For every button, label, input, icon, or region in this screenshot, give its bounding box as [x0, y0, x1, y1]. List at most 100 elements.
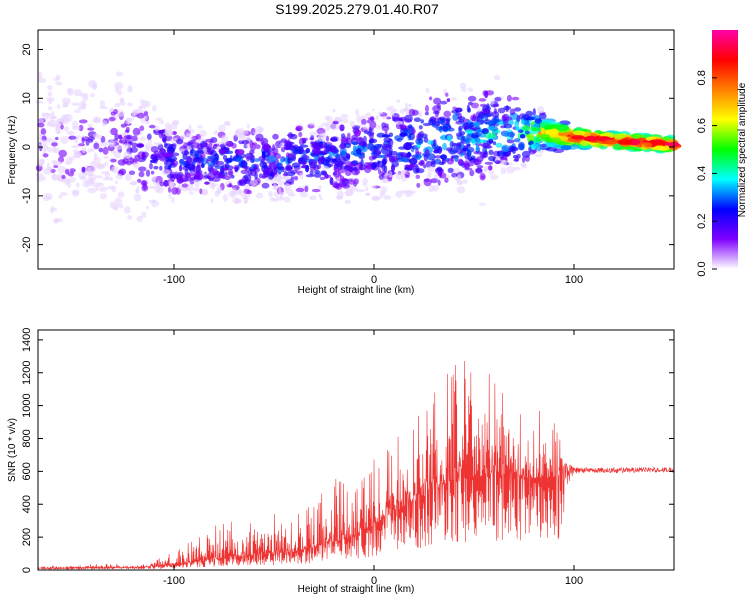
figure-title: S199.2025.279.01.40.R07 [275, 1, 439, 17]
spectrogram-cell [400, 124, 407, 131]
spectrogram-cell [498, 151, 504, 156]
spectrogram-cell [80, 176, 87, 181]
spectrogram-cell [90, 93, 95, 98]
y-tick-label: 0 [21, 144, 33, 150]
spectrogram-cell [261, 182, 270, 189]
spectrogram-cell [186, 133, 193, 139]
spectrogram-cell [384, 130, 388, 136]
spectrogram-cell [425, 160, 433, 168]
spectrogram-cell [163, 179, 169, 187]
spectrogram-cell [436, 103, 441, 109]
spectrogram-cell [439, 100, 448, 105]
spectrogram-cell [488, 149, 494, 155]
spectrogram-cell [406, 190, 416, 194]
spectrogram-cell [501, 144, 510, 153]
spectrogram-cell [472, 121, 481, 127]
spectrogram-cell [488, 120, 492, 127]
spectrogram-cell [337, 168, 346, 174]
spectrogram-cell [228, 171, 233, 175]
spectrogram-cell [139, 125, 145, 131]
snr-y-label: SNR (10 * v/v) [7, 418, 18, 482]
spectrogram-cell [404, 114, 413, 122]
spectrogram-cell [319, 132, 327, 137]
spectrogram-cell [60, 114, 68, 122]
spectrogram-cell [230, 191, 235, 199]
spectrogram-x-label: Height of straight line (km) [298, 285, 415, 296]
spectrogram-y-ticks: -20 -10 0 10 20 [21, 43, 674, 253]
spectrogram-cell [146, 206, 150, 210]
spectrogram-cell [414, 153, 422, 161]
spectrogram-cell [450, 156, 454, 162]
spectrogram-cell [131, 135, 138, 142]
spectrogram-cell [485, 121, 489, 125]
spectrogram-cell [37, 122, 45, 128]
spectrogram-cell [99, 193, 107, 200]
spectrogram-cell [295, 187, 305, 193]
spectrogram-cell [309, 195, 317, 201]
spectrogram-cell [356, 115, 362, 123]
spectrogram-cell [416, 182, 421, 188]
spectrogram-cell [220, 167, 229, 172]
colorbar-tick-label: 0.8 [696, 70, 708, 85]
spectrogram-cell [424, 111, 429, 116]
spectrogram-cell [136, 186, 140, 190]
spectrogram-cell [234, 166, 238, 173]
spectrogram-cell [369, 138, 375, 144]
spectrogram-cell [253, 131, 261, 135]
spectrogram-cell [249, 152, 253, 160]
spectrogram-cell [163, 161, 167, 166]
spectrogram-cell [381, 178, 390, 183]
spectrogram-frame [37, 29, 675, 270]
spectrogram-cell [613, 133, 627, 139]
spectrogram-cell [353, 129, 361, 137]
spectrogram-cell [267, 155, 277, 163]
spectrogram-cell [437, 171, 443, 176]
y-tick-label: 1400 [21, 328, 33, 352]
spectrogram-cell [50, 115, 57, 119]
spectrogram-cell [241, 140, 250, 145]
spectrogram-cell [238, 190, 244, 196]
spectrogram-cell [253, 163, 259, 170]
spectrogram-cell [137, 157, 146, 163]
spectrogram-cell [493, 118, 500, 127]
spectrogram-cell [144, 145, 150, 152]
y-tick-label: 20 [21, 43, 33, 55]
spectrogram-cell [354, 169, 359, 175]
spectrogram-cell [367, 142, 374, 151]
spectrogram-cell [148, 185, 157, 190]
spectrogram-cell [353, 178, 359, 185]
spectrogram-cell [521, 150, 531, 158]
colorbar-tick-label: 0.6 [696, 118, 708, 133]
spectrogram-cell [50, 205, 54, 214]
spectrogram-cell [278, 180, 284, 187]
spectrogram-cell [188, 190, 194, 195]
spectrogram-cell [547, 137, 562, 143]
spectrogram-cell [292, 144, 299, 149]
spectrogram-cell [506, 166, 515, 174]
spectrogram-cell [324, 173, 329, 179]
spectrogram-cell [302, 138, 307, 144]
spectrogram-cell [137, 143, 145, 148]
spectrogram-cell [280, 157, 284, 164]
spectrogram-cell [81, 146, 87, 154]
spectrogram-cell [139, 136, 147, 141]
spectrogram-cell [490, 174, 499, 180]
spectrogram-cell [445, 147, 453, 152]
spectrogram-cell [51, 147, 61, 154]
spectrogram-cell [210, 198, 214, 203]
spectrogram-cell [484, 113, 489, 122]
spectrogram-cell [235, 149, 245, 155]
spectrogram-cell [188, 124, 192, 132]
spectrogram-cell [46, 120, 51, 126]
spectrogram-cell [409, 158, 418, 165]
spectrogram-cell [150, 170, 155, 175]
spectrogram-cell [258, 126, 264, 134]
spectrogram-cell [159, 120, 165, 125]
spectrogram-cell [437, 179, 441, 186]
snr-series-line [37, 360, 675, 571]
spectrogram-cell [418, 159, 425, 167]
spectrogram-cell [408, 104, 412, 108]
spectrogram-cell [559, 120, 571, 126]
spectrogram-cell [329, 145, 337, 153]
